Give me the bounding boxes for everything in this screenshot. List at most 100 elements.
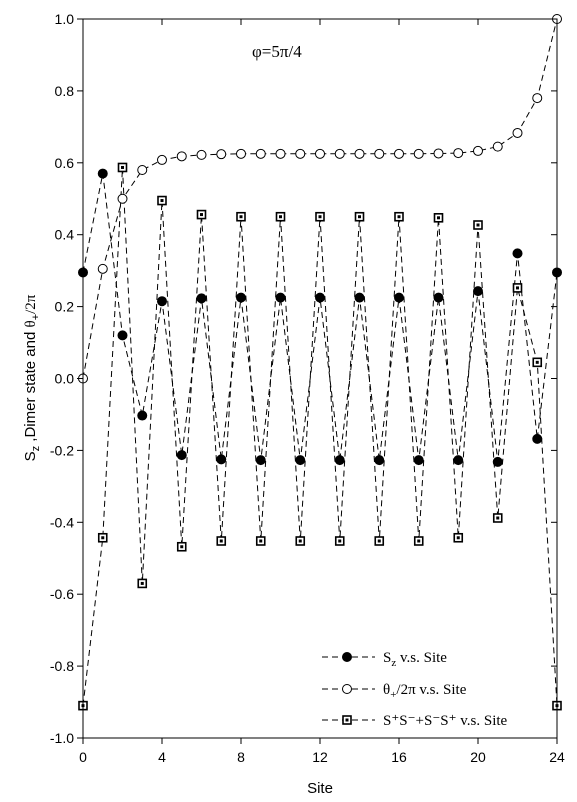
x-tick-label: 16: [391, 749, 407, 765]
dimer-point: [453, 532, 464, 543]
theta-point: [157, 154, 167, 165]
dimer-point: [236, 211, 246, 222]
theta-point: [492, 141, 503, 152]
y-label-tail: /2π: [23, 294, 39, 314]
theta-point: [334, 148, 345, 159]
series-lines: [82, 18, 558, 706]
x-axis-label: Site: [307, 780, 333, 797]
y-axis-label: Sz ,Dimer state and θ+/2π: [22, 294, 42, 461]
theta-point: [315, 148, 325, 159]
dimer-point: [413, 536, 424, 546]
legend: Sz v.s. Site θ+/2π v.s. Site S⁺S⁻+S⁻S⁺ v.s…: [322, 650, 508, 729]
sz-point: [532, 433, 543, 444]
theta-point: [374, 148, 385, 159]
sz-point: [453, 455, 464, 466]
sz-point: [413, 455, 424, 466]
theta-point: [275, 148, 286, 159]
sz-point: [394, 292, 404, 303]
x-tick-label: 20: [470, 749, 486, 765]
dimer-point: [374, 536, 385, 546]
sz-point: [255, 455, 266, 466]
y-tick-label: 0.0: [55, 371, 75, 387]
legend-label: Sz v.s. Site: [383, 650, 447, 669]
x-tick-label: 24: [549, 749, 565, 765]
legend-marker: [342, 652, 352, 662]
theta-point: [512, 127, 523, 138]
dimer-point: [315, 211, 325, 222]
phi-annotation: φ=5π/4: [252, 42, 302, 61]
y-tick-label: -1.0: [50, 730, 74, 746]
legend-marker: [342, 715, 352, 725]
dimer-point: [255, 536, 266, 546]
y-tick-label: 0.2: [55, 299, 75, 315]
dimer-point: [137, 578, 148, 589]
y-label-theta: θ: [23, 320, 39, 327]
dimer-line: [82, 167, 558, 706]
x-tick-label: 8: [237, 749, 245, 765]
dimer-point: [97, 532, 108, 543]
legend-label: θ+/2π v.s. Site: [383, 682, 467, 701]
dimer-point: [512, 283, 523, 293]
sz-point: [295, 455, 306, 466]
y-tick-label: 0.4: [55, 227, 75, 243]
dimer-point: [157, 195, 167, 206]
x-tick-label: 12: [312, 749, 328, 765]
dimer-point: [433, 213, 444, 223]
sz-point: [512, 248, 523, 259]
theta-point: [117, 193, 128, 204]
theta-point: [216, 149, 227, 160]
dimer-point: [532, 357, 543, 368]
sz-point: [374, 455, 385, 466]
theta-point: [532, 93, 543, 104]
dimer-point: [394, 211, 404, 222]
axis-ticks: -1.0 -0.8 -0.6 -0.4 -0.2 0.0 0.2 0.4 0.6 0.8 1.0 0 4…: [50, 11, 565, 765]
theta-point: [473, 145, 483, 156]
dimer-point: [295, 536, 306, 546]
y-label-plus-sub: +: [30, 314, 42, 320]
sz-point: [275, 292, 286, 303]
sz-point: [334, 455, 345, 466]
sz-point: [157, 296, 167, 307]
y-tick-label: 0.8: [55, 83, 75, 99]
sz-point: [354, 292, 365, 303]
sz-point: [216, 454, 227, 465]
sz-point: [117, 330, 128, 341]
plot-frame: [82, 18, 558, 739]
dimer-point: [473, 220, 483, 230]
y-label-middle: ,Dimer state and: [22, 327, 39, 445]
sz-point: [137, 410, 148, 421]
legend-marker: [342, 684, 352, 694]
y-tick-label: 0.6: [55, 155, 75, 171]
sz-point: [433, 292, 444, 303]
dimer-point: [176, 541, 187, 552]
dimer-point: [117, 162, 128, 173]
sz-point: [473, 286, 483, 297]
x-tick-label: 0: [79, 749, 87, 765]
sz-point: [97, 168, 108, 179]
theta-point: [433, 148, 444, 159]
y-tick-label: -0.6: [50, 586, 74, 602]
y-label-z-sub: z: [30, 446, 42, 452]
sz-point: [176, 450, 187, 461]
theta-point: [295, 148, 306, 159]
sz-point: [236, 292, 246, 303]
theta-point: [354, 148, 365, 159]
y-tick-label: 1.0: [55, 11, 75, 27]
dimer-point: [275, 211, 286, 222]
theta-point: [176, 151, 187, 162]
y-tick-label: -0.2: [50, 442, 74, 458]
x-tick-label: 4: [158, 749, 166, 765]
theta-point: [413, 148, 424, 159]
dimer-point: [492, 513, 503, 523]
theta-line: [82, 18, 558, 379]
dimer-point: [334, 536, 345, 546]
theta-point: [394, 148, 404, 159]
dimer-point: [196, 209, 207, 220]
series-markers: [78, 14, 562, 711]
theta-point: [255, 148, 266, 159]
sz-point: [315, 292, 325, 303]
theta-point: [137, 164, 148, 175]
dimer-point: [354, 211, 365, 222]
sz-point: [196, 293, 207, 304]
